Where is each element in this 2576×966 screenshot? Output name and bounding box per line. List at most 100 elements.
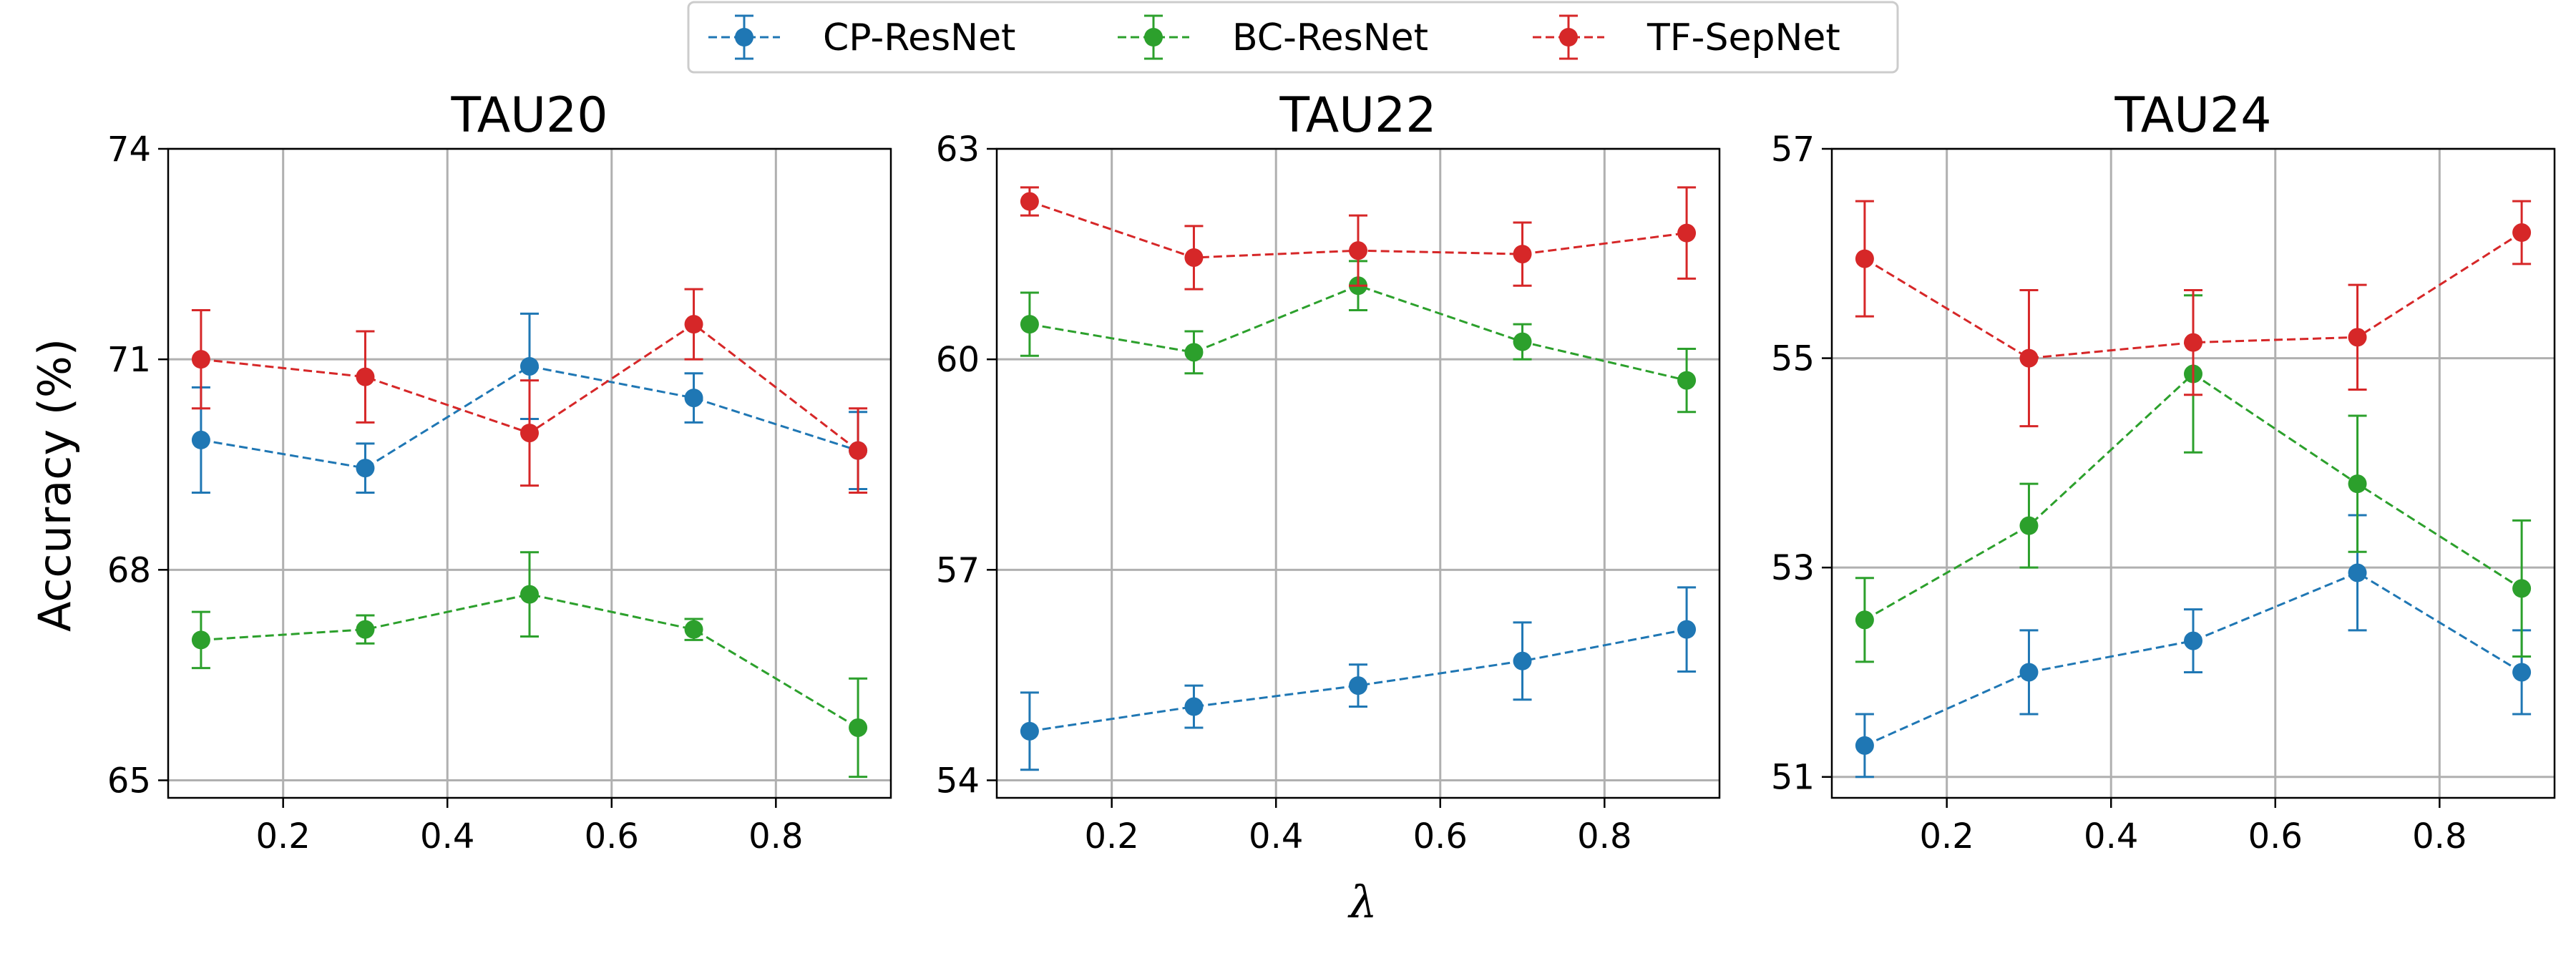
data-point (356, 459, 375, 478)
data-point (1855, 249, 1874, 268)
y-tick-label: 65 (107, 761, 151, 801)
x-tick-label: 0.4 (1249, 816, 1303, 857)
data-point (2019, 516, 2039, 535)
y-tick-label: 51 (1771, 758, 1815, 798)
data-point (1184, 343, 1204, 362)
data-point (191, 350, 210, 369)
data-point (1677, 620, 1697, 639)
x-tick-label: 0.6 (585, 816, 639, 857)
data-point (1349, 241, 1367, 260)
axes-frame (167, 147, 892, 799)
data-point (1855, 736, 1874, 755)
legend-box (687, 1, 1899, 74)
legend-label: BC-ResNet (1232, 16, 1428, 59)
y-tick-label: 71 (107, 340, 151, 380)
legend-entry-tf-sepnet: TF-SepNet (1533, 14, 1840, 60)
data-point (1513, 245, 1532, 264)
x-tick-label: 0.8 (2412, 816, 2467, 857)
x-tick-label: 0.6 (2248, 816, 2303, 857)
panel-tau22: 0.2 0.4 0.6 0.8 54 57 60 63 TAU22 (936, 87, 1721, 857)
axes-frame (1830, 147, 2556, 799)
series-line (1029, 628, 1687, 733)
x-tick-label: 0.2 (1085, 816, 1139, 857)
legend-marker (1559, 28, 1578, 47)
legend-label: TF-SepNet (1646, 16, 1840, 59)
data-point (1513, 332, 1532, 351)
panel-tau20: 0.2 0.4 0.6 0.8 65 68 71 74 TAU20 (107, 87, 892, 857)
series-bc-resnet (191, 551, 868, 779)
y-tick-label: 57 (1771, 130, 1815, 170)
y-tick-label: 54 (936, 761, 980, 801)
y-tick-label: 63 (936, 130, 980, 170)
x-tick-label: 0.8 (1577, 816, 1631, 857)
panel-title: TAU24 (2114, 87, 2271, 144)
x-tick-label: 0.6 (1413, 816, 1468, 857)
series-tf-sepnet (191, 288, 868, 494)
y-tick-label: 74 (107, 130, 151, 170)
series-cp-resnet (1020, 586, 1697, 771)
x-axis-label: λ (1347, 876, 1377, 928)
x-tick-label: 0.4 (420, 816, 474, 857)
series-bc-resnet (1020, 260, 1697, 414)
x-tick-label: 0.2 (1920, 816, 1974, 857)
data-point (191, 430, 210, 449)
data-point (684, 620, 703, 639)
data-point (2348, 328, 2367, 347)
data-point (2019, 348, 2039, 368)
series-line (200, 365, 859, 469)
legend-entry-cp-resnet: CP-ResNet (708, 14, 1015, 60)
data-point (191, 630, 210, 650)
y-axis-label: Accuracy (%) (29, 338, 81, 632)
data-point (1855, 610, 1874, 630)
data-point (2348, 474, 2367, 494)
x-tick-label: 0.4 (2084, 816, 2138, 857)
series-line (1864, 231, 2522, 360)
legend: CP-ResNet BC-ResNet TF-SepNet (687, 1, 1899, 74)
data-point (1020, 192, 1039, 211)
data-point (520, 356, 539, 376)
data-point (849, 718, 868, 737)
data-point (684, 389, 703, 408)
axes-frame (995, 147, 1721, 799)
data-point (2019, 663, 2039, 682)
panel-title: TAU22 (1279, 87, 1436, 144)
data-point (356, 367, 375, 386)
y-tick-label: 57 (936, 550, 980, 590)
series-line (1029, 284, 1687, 382)
data-point (2512, 223, 2532, 243)
panel-tau24: 0.2 0.4 0.6 0.8 51 53 55 57 TAU24 (1771, 87, 2556, 857)
legend-marker (1144, 28, 1163, 47)
data-point (356, 620, 375, 639)
data-point (1020, 315, 1039, 334)
x-tick-label: 0.2 (256, 816, 311, 857)
y-tick-label: 53 (1771, 548, 1815, 588)
data-point (2184, 333, 2202, 352)
data-point (2512, 663, 2532, 682)
data-point (684, 315, 703, 334)
legend-entry-bc-resnet: BC-ResNet (1118, 14, 1428, 60)
series-tf-sepnet (1020, 186, 1697, 291)
data-point (849, 441, 868, 460)
data-point (1677, 223, 1697, 243)
legend-label: CP-ResNet (823, 16, 1015, 59)
data-point (520, 585, 539, 604)
series-line (1864, 571, 2522, 747)
series-tf-sepnet (1855, 200, 2532, 428)
panels: 0.2 0.4 0.6 0.8 65 68 71 74 TAU20 0.2 0.4 0.6 0.8 54 5… (107, 87, 2556, 857)
data-point (2184, 631, 2202, 650)
y-tick-label: 68 (107, 550, 151, 590)
data-point (1184, 248, 1204, 267)
data-point (2512, 579, 2532, 598)
y-tick-label: 55 (1771, 339, 1815, 379)
data-point (1349, 676, 1367, 696)
data-point (1513, 651, 1532, 670)
data-point (1020, 721, 1039, 741)
series-cp-resnet (1855, 514, 2532, 779)
series-line (200, 593, 859, 729)
legend-marker (735, 28, 753, 47)
data-point (2348, 563, 2367, 582)
y-tick-label: 60 (936, 340, 980, 380)
data-point (1184, 697, 1204, 716)
x-tick-label: 0.8 (748, 816, 803, 857)
